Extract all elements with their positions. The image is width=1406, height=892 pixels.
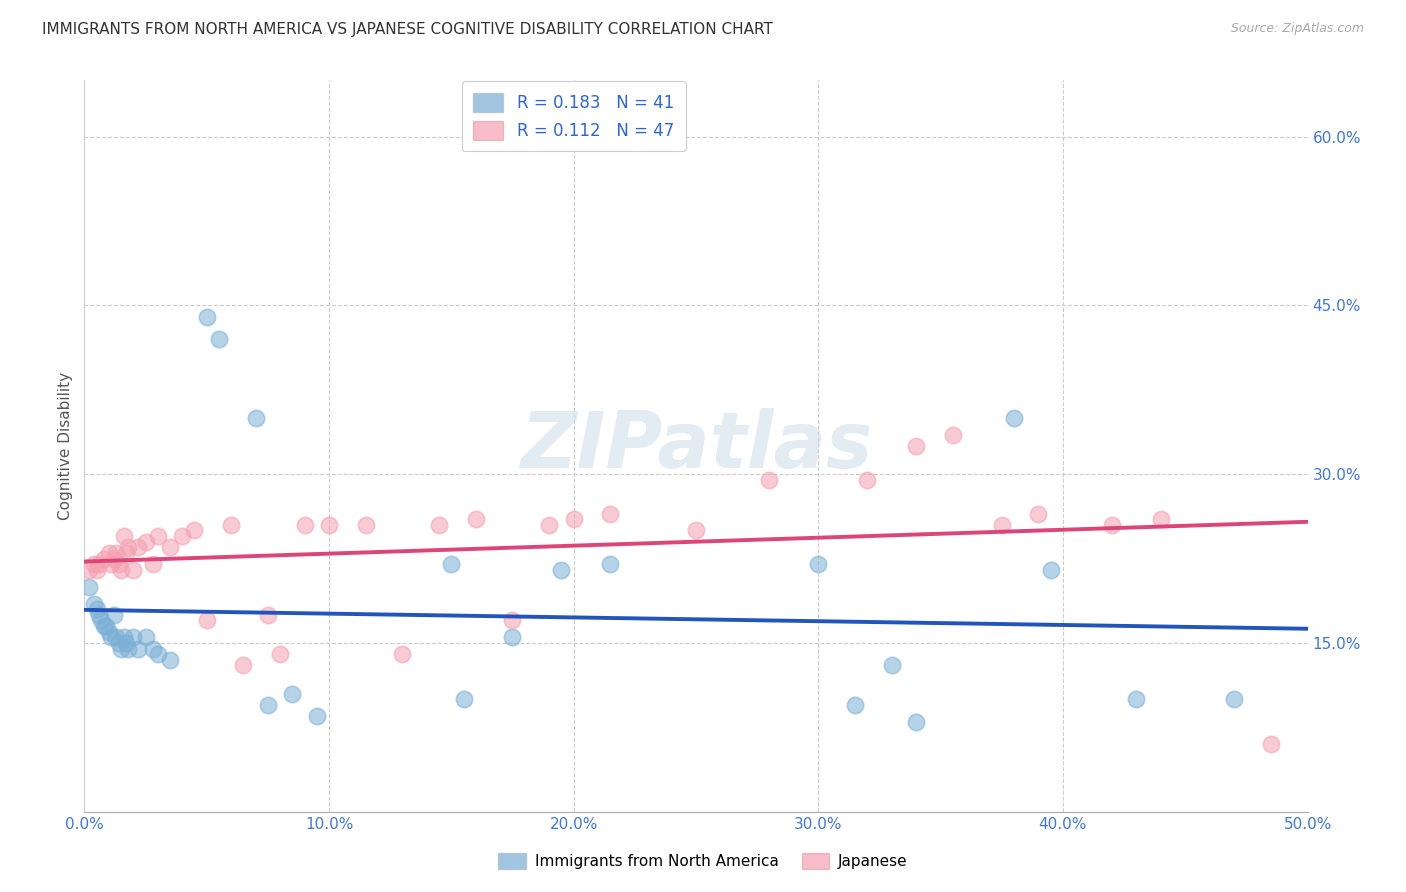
Legend: R = 0.183   N = 41, R = 0.112   N = 47: R = 0.183 N = 41, R = 0.112 N = 47 (461, 81, 686, 152)
Point (127, 541, 149, 555)
Point (354, 517, 377, 532)
Point (281, 687, 304, 701)
Point (538, 517, 561, 532)
Point (105, 546, 128, 560)
Point (103, 607, 125, 622)
Point (83, 557, 105, 571)
Point (159, 653, 181, 667)
Point (115, 546, 138, 560)
Point (146, 647, 169, 661)
Point (550, 563, 572, 577)
Point (464, 512, 486, 526)
Point (127, 641, 149, 656)
Point (112, 529, 135, 543)
Point (93, 619, 115, 633)
Point (1125, 692, 1147, 706)
Point (100, 557, 122, 571)
Point (502, 630, 524, 644)
Point (122, 563, 145, 577)
Point (96, 619, 118, 633)
Point (83, 597, 105, 611)
Point (110, 641, 132, 656)
Point (305, 709, 328, 723)
Point (87, 607, 110, 622)
Point (391, 647, 413, 661)
Point (122, 630, 145, 644)
Point (685, 524, 707, 538)
Point (427, 517, 450, 532)
Point (183, 524, 205, 538)
Point (135, 630, 157, 644)
Point (146, 529, 169, 543)
Point (135, 534, 157, 549)
Point (758, 473, 780, 487)
Point (257, 698, 280, 712)
Point (502, 614, 524, 628)
Point (208, 332, 231, 346)
Point (107, 636, 129, 650)
Point (318, 517, 340, 532)
Point (195, 614, 218, 628)
Point (991, 517, 1014, 532)
Point (1223, 692, 1246, 706)
Point (117, 641, 139, 656)
Point (440, 557, 463, 571)
Point (112, 630, 135, 644)
Point (905, 439, 928, 453)
Point (1028, 507, 1050, 521)
Point (86, 602, 108, 616)
Point (97, 624, 120, 639)
Point (1150, 512, 1173, 526)
Point (103, 551, 125, 566)
Point (1039, 563, 1062, 577)
Point (159, 541, 181, 555)
Point (105, 630, 128, 644)
Point (232, 658, 254, 673)
Point (1002, 410, 1025, 425)
Point (880, 658, 903, 673)
Point (219, 517, 242, 532)
Point (856, 473, 879, 487)
Point (93, 551, 115, 566)
Point (100, 630, 122, 644)
Point (294, 517, 316, 532)
Point (807, 557, 830, 571)
Text: ZIPatlas: ZIPatlas (520, 408, 872, 484)
Point (110, 563, 132, 577)
Point (172, 529, 194, 543)
Point (97, 546, 120, 560)
Legend: Immigrants from North America, Japanese: Immigrants from North America, Japanese (492, 847, 914, 875)
Point (142, 641, 165, 656)
Point (195, 310, 218, 324)
Point (245, 410, 267, 425)
Point (844, 698, 866, 712)
Point (117, 541, 139, 555)
Point (562, 512, 585, 526)
Point (905, 714, 928, 729)
Point (1101, 517, 1123, 532)
Point (1260, 737, 1282, 751)
Point (257, 607, 280, 622)
Point (90, 614, 112, 628)
Point (77, 580, 100, 594)
Point (453, 692, 475, 706)
Point (599, 507, 621, 521)
Y-axis label: Cognitive Disability: Cognitive Disability (58, 372, 73, 520)
Point (269, 647, 291, 661)
Point (115, 636, 138, 650)
Text: IMMIGRANTS FROM NORTH AMERICA VS JAPANESE COGNITIVE DISABILITY CORRELATION CHART: IMMIGRANTS FROM NORTH AMERICA VS JAPANES… (42, 22, 773, 37)
Text: Source: ZipAtlas.com: Source: ZipAtlas.com (1230, 22, 1364, 36)
Point (107, 557, 129, 571)
Point (599, 557, 621, 571)
Point (942, 427, 965, 442)
Point (142, 557, 165, 571)
Point (86, 563, 108, 577)
Point (77, 563, 100, 577)
Point (87, 557, 110, 571)
